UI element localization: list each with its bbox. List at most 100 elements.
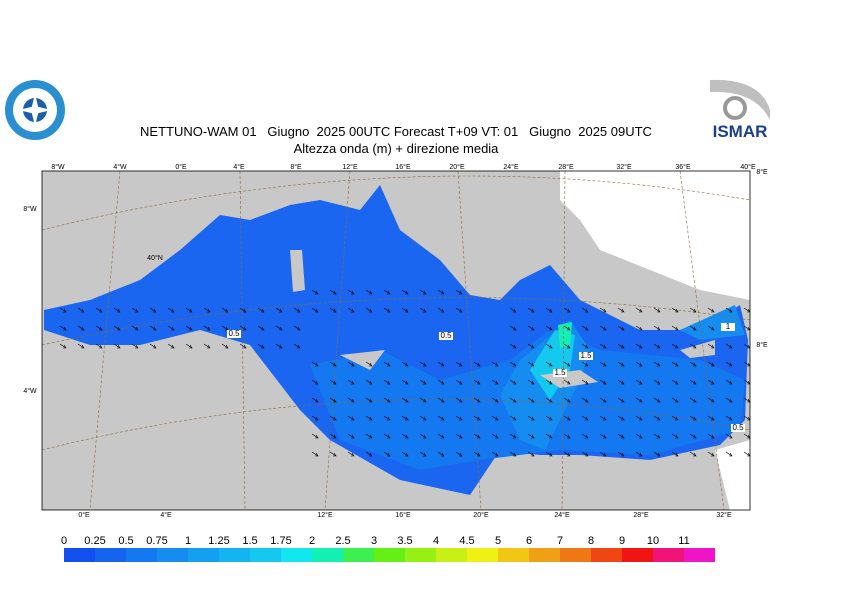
colorbar-label: 11 [678, 535, 689, 547]
direction-arrow [689, 343, 697, 349]
direction-arrow [635, 379, 643, 385]
direction-arrow [419, 451, 427, 457]
direction-arrow [527, 343, 535, 349]
direction-arrow [293, 307, 301, 313]
direction-arrow [599, 397, 607, 403]
colorbar-segment [622, 548, 653, 562]
direction-arrow [437, 307, 445, 313]
direction-arrow [95, 325, 103, 331]
direction-arrow [581, 451, 589, 457]
direction-arrow [401, 415, 409, 421]
direction-arrow [383, 307, 391, 313]
colorbar-segment [436, 548, 467, 562]
direction-arrow [419, 361, 427, 367]
colorbar-label: 4 [433, 535, 439, 547]
colorbar-segment [250, 548, 281, 562]
direction-arrow [401, 289, 409, 295]
direction-arrow [509, 451, 517, 457]
contour-label: 1.5 [580, 351, 592, 360]
direction-arrow [563, 343, 571, 349]
coordinate-label: 16°E [395, 163, 411, 171]
direction-arrow [725, 361, 733, 367]
direction-arrow [77, 325, 85, 331]
direction-arrow [59, 343, 67, 349]
direction-arrow [365, 451, 373, 457]
direction-arrow [635, 451, 643, 457]
direction-arrow [599, 325, 607, 331]
direction-arrow [527, 415, 535, 421]
direction-arrow [617, 361, 625, 367]
colorbar-segment [64, 548, 95, 562]
direction-arrow [365, 361, 373, 367]
coordinate-label: 20°E [473, 511, 489, 519]
direction-arrow [617, 415, 625, 421]
coordinate-label: 20°E [449, 163, 465, 171]
colorbar-segment [95, 548, 126, 562]
direction-arrow [671, 451, 679, 457]
direction-arrow [455, 307, 463, 313]
direction-arrow [437, 397, 445, 403]
direction-arrow [491, 415, 499, 421]
direction-arrow [329, 379, 337, 385]
coordinate-label: 8°E [756, 341, 768, 349]
direction-arrow [77, 343, 85, 349]
direction-arrow [653, 415, 661, 421]
colorbar-label: 9 [619, 535, 625, 547]
direction-arrow [437, 415, 445, 421]
direction-arrow [149, 343, 157, 349]
direction-arrow [689, 307, 697, 313]
colorbar-label: 5 [495, 535, 501, 547]
direction-arrow [311, 415, 319, 421]
coordinate-label: 40°E [740, 163, 756, 171]
direction-arrow [419, 433, 427, 439]
direction-arrow [221, 343, 229, 349]
direction-arrow [383, 415, 391, 421]
direction-arrow [581, 307, 589, 313]
direction-arrow [257, 325, 265, 331]
direction-arrow [563, 415, 571, 421]
direction-arrow [365, 379, 373, 385]
coordinate-label: 8°W [23, 205, 37, 213]
direction-arrow [545, 451, 553, 457]
colorbar-label: 1.75 [270, 535, 291, 547]
direction-arrow [311, 397, 319, 403]
direction-arrow [563, 361, 571, 367]
direction-arrow [653, 433, 661, 439]
colorbar-segment [560, 548, 591, 562]
direction-arrow [671, 433, 679, 439]
direction-arrow [437, 289, 445, 295]
coordinate-label: 8°E [756, 168, 768, 176]
coordinate-label: 36°E [675, 163, 691, 171]
direction-arrow [401, 307, 409, 313]
logo-right: ISMAR [710, 78, 770, 141]
direction-arrow [563, 325, 571, 331]
direction-arrow [707, 361, 715, 367]
direction-arrow [653, 379, 661, 385]
direction-arrow [365, 415, 373, 421]
direction-arrow [617, 307, 625, 313]
contour-label-bg [553, 369, 567, 377]
direction-arrow [491, 433, 499, 439]
direction-arrow [725, 451, 733, 457]
colorbar-label: 6 [526, 535, 532, 547]
map [41, 170, 751, 511]
direction-arrow [635, 343, 643, 349]
direction-arrow [473, 415, 481, 421]
direction-arrow [347, 307, 355, 313]
direction-arrow [383, 451, 391, 457]
direction-arrow [383, 289, 391, 295]
direction-arrow [527, 451, 535, 457]
direction-arrow [671, 325, 679, 331]
direction-arrow [707, 415, 715, 421]
direction-arrow [563, 451, 571, 457]
direction-arrow [329, 289, 337, 295]
coordinate-label: 4°W [113, 163, 127, 171]
direction-arrow [473, 433, 481, 439]
colorbar-label: 3 [371, 535, 377, 547]
direction-arrow [239, 307, 247, 313]
direction-arrow [545, 397, 553, 403]
direction-arrow [257, 343, 265, 349]
direction-arrow [329, 307, 337, 313]
direction-arrow [689, 415, 697, 421]
direction-arrow [581, 397, 589, 403]
